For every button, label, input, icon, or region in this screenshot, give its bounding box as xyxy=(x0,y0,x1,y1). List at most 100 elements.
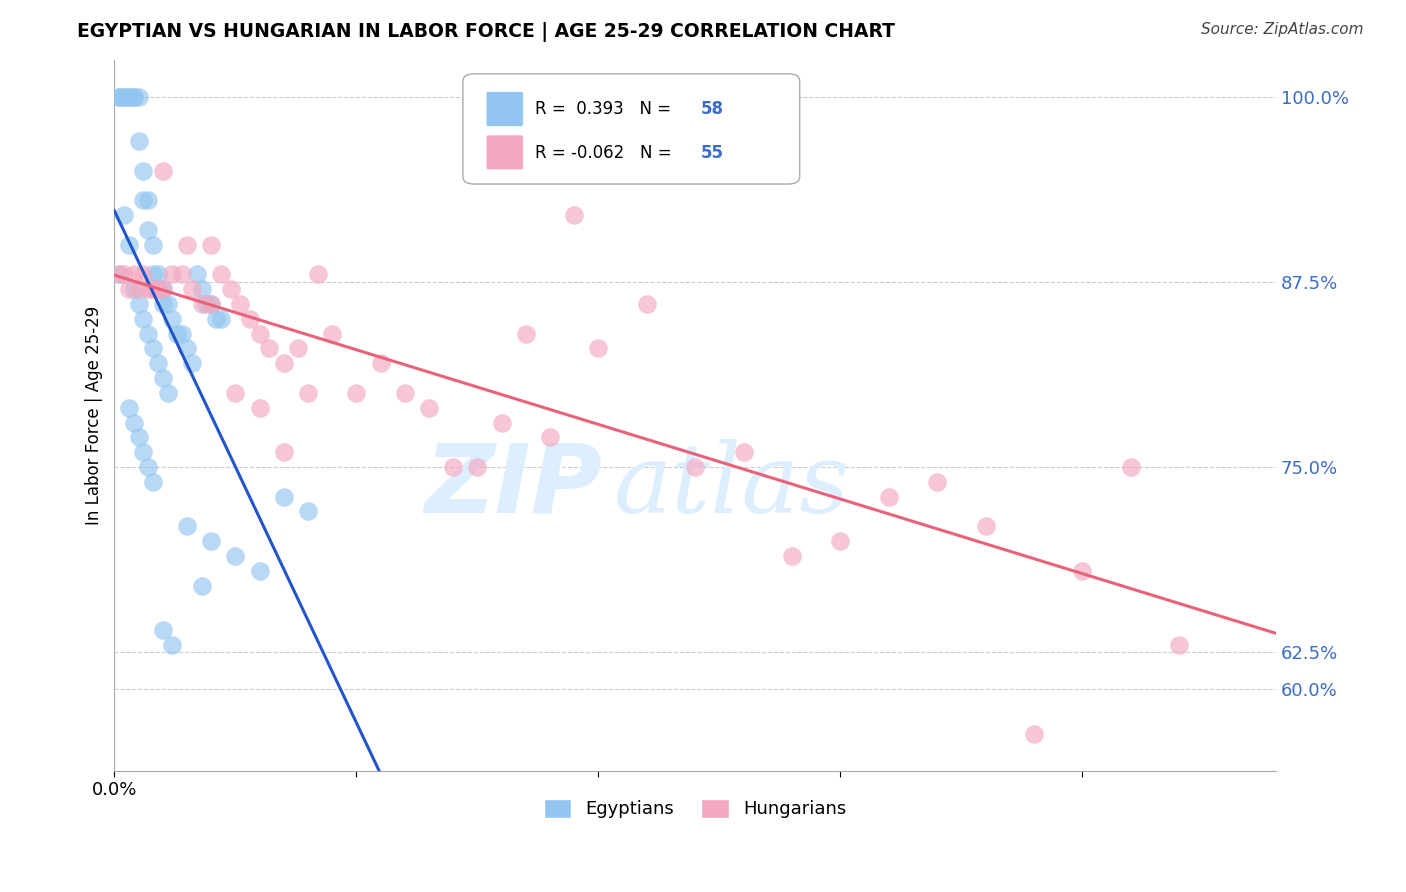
Point xyxy=(195,297,218,311)
Text: atlas: atlas xyxy=(614,439,851,533)
Point xyxy=(176,519,198,533)
Point xyxy=(394,385,416,400)
Point xyxy=(229,297,252,311)
Point xyxy=(118,89,141,103)
Point xyxy=(190,297,212,311)
Point xyxy=(136,282,159,296)
Point xyxy=(209,268,232,282)
Point xyxy=(200,297,222,311)
Point xyxy=(118,282,141,296)
Point xyxy=(132,268,155,282)
Point xyxy=(128,430,150,444)
Point xyxy=(146,282,169,296)
Text: R =  0.393   N =: R = 0.393 N = xyxy=(534,101,676,119)
Text: Source: ZipAtlas.com: Source: ZipAtlas.com xyxy=(1201,22,1364,37)
Point xyxy=(370,356,392,370)
Point xyxy=(209,311,232,326)
Point xyxy=(112,268,135,282)
Point xyxy=(636,297,658,311)
Point xyxy=(877,490,900,504)
Point xyxy=(136,460,159,475)
Point xyxy=(142,475,165,489)
Point xyxy=(219,282,242,296)
Point xyxy=(152,371,174,385)
Point xyxy=(344,385,367,400)
Point xyxy=(152,282,174,296)
Point xyxy=(108,268,131,282)
Point xyxy=(1168,638,1191,652)
Point xyxy=(136,223,159,237)
Point xyxy=(974,519,997,533)
Point xyxy=(142,237,165,252)
Point xyxy=(118,237,141,252)
Point xyxy=(142,342,165,356)
Point xyxy=(249,326,271,341)
Point xyxy=(1119,460,1142,475)
Point xyxy=(273,490,295,504)
Point xyxy=(108,89,131,103)
Point xyxy=(780,549,803,563)
Point xyxy=(200,534,222,549)
Point xyxy=(307,268,329,282)
Point xyxy=(273,445,295,459)
Point xyxy=(224,385,246,400)
Point xyxy=(146,356,169,370)
Point xyxy=(180,356,202,370)
Point xyxy=(927,475,949,489)
Point xyxy=(142,282,165,296)
Point xyxy=(491,416,513,430)
Point xyxy=(112,89,135,103)
Point xyxy=(146,282,169,296)
Point xyxy=(128,297,150,311)
Point xyxy=(136,326,159,341)
Point xyxy=(297,504,319,518)
Point xyxy=(321,326,343,341)
Point xyxy=(112,89,135,103)
Point xyxy=(176,342,198,356)
Point xyxy=(122,89,145,103)
Point xyxy=(108,89,131,103)
Point xyxy=(205,311,228,326)
Point xyxy=(152,163,174,178)
Point xyxy=(239,311,262,326)
Point xyxy=(287,342,309,356)
Point xyxy=(152,297,174,311)
Point xyxy=(190,282,212,296)
Point xyxy=(180,282,202,296)
Point xyxy=(128,282,150,296)
Point xyxy=(1071,564,1094,578)
Point xyxy=(418,401,440,415)
FancyBboxPatch shape xyxy=(486,135,523,169)
Point xyxy=(156,297,179,311)
Point xyxy=(122,89,145,103)
Point xyxy=(122,282,145,296)
Point xyxy=(132,311,155,326)
Point xyxy=(172,326,194,341)
Point xyxy=(562,208,585,222)
Point xyxy=(224,549,246,563)
Point xyxy=(515,326,537,341)
Point xyxy=(132,194,155,208)
Point xyxy=(249,401,271,415)
Point xyxy=(172,268,194,282)
Point xyxy=(273,356,295,370)
Point xyxy=(152,623,174,637)
Point xyxy=(186,268,208,282)
Point xyxy=(190,578,212,592)
Y-axis label: In Labor Force | Age 25-29: In Labor Force | Age 25-29 xyxy=(86,306,103,524)
Point xyxy=(249,564,271,578)
Point xyxy=(122,268,145,282)
Point xyxy=(467,460,489,475)
Point xyxy=(128,89,150,103)
Text: EGYPTIAN VS HUNGARIAN IN LABOR FORCE | AGE 25-29 CORRELATION CHART: EGYPTIAN VS HUNGARIAN IN LABOR FORCE | A… xyxy=(77,22,896,42)
Point xyxy=(132,445,155,459)
Point xyxy=(162,311,184,326)
Point xyxy=(830,534,852,549)
Point xyxy=(146,268,169,282)
Text: ZIP: ZIP xyxy=(425,440,602,533)
Text: R = -0.062   N =: R = -0.062 N = xyxy=(534,144,676,161)
Point xyxy=(200,237,222,252)
Point xyxy=(1022,726,1045,740)
Point xyxy=(132,163,155,178)
Point xyxy=(152,282,174,296)
